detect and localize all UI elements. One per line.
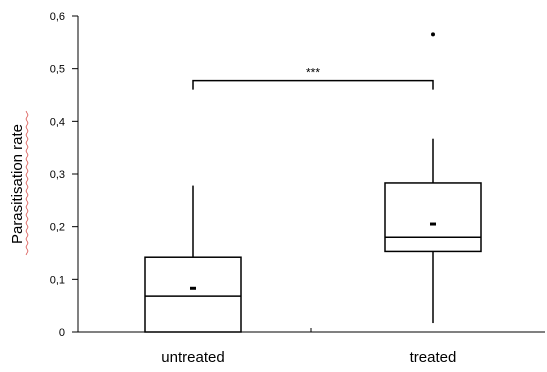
- y-tick-label: 0,5: [50, 64, 65, 76]
- y-tick-label: 0,2: [50, 222, 65, 234]
- x-category-label: treated: [410, 349, 457, 366]
- y-tick-label: 0,1: [50, 274, 65, 286]
- y-tick-label: 0,4: [50, 116, 65, 128]
- significance-line: [192, 79, 434, 90]
- significance-label: ***: [306, 66, 320, 80]
- box-untreated: [144, 185, 242, 333]
- box-rect: [144, 256, 242, 333]
- y-tick-label: 0,6: [50, 11, 65, 23]
- y-tick-label: 0,3: [50, 169, 65, 181]
- y-axis-label: Parasitisation rate: [9, 124, 26, 244]
- box-treated: [384, 32, 482, 324]
- significance-bracket: ***: [192, 66, 434, 90]
- mean-marker: [430, 222, 436, 226]
- x-axis: untreated treated: [78, 328, 545, 366]
- y-axis-label-group: Parasitisation rate: [9, 110, 29, 256]
- y-tick-label: 0: [59, 327, 65, 339]
- mean-marker: [190, 286, 196, 290]
- box-rect: [384, 182, 482, 253]
- outlier-point: [431, 32, 435, 37]
- y-axis: 0 0,1 0,2 0,3 0,4 0,5 0,6: [50, 11, 79, 339]
- y-axis-label-underline: [25, 110, 29, 256]
- boxes: [144, 32, 482, 333]
- x-category-label: untreated: [161, 349, 224, 366]
